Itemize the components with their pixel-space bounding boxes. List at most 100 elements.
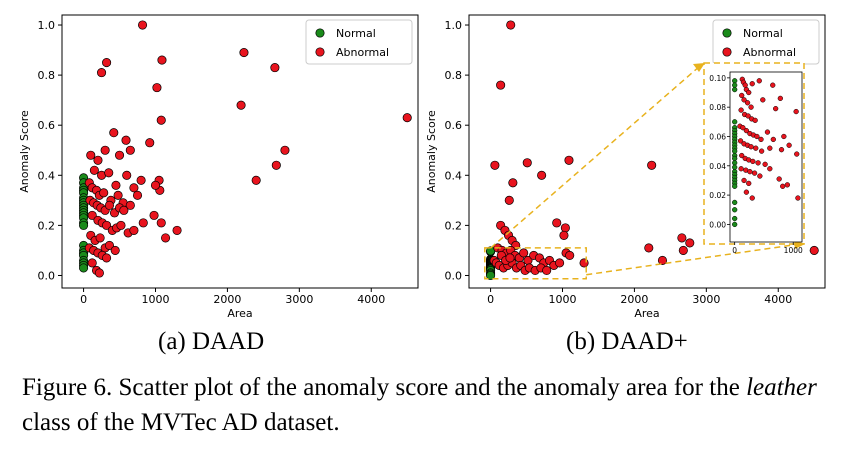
abnormal-point	[251, 175, 261, 185]
inset-normal-point	[732, 78, 738, 84]
abnormal-point	[537, 170, 547, 180]
legend-label: Abnormal	[743, 46, 796, 59]
abnormal-point	[239, 48, 249, 58]
inset-y-tick-label: 0.00	[709, 220, 726, 229]
inset-normal-point	[732, 119, 738, 125]
y-tick-label: 0.2	[38, 219, 56, 232]
x-tick-label: 0	[487, 293, 494, 306]
inset-abnormal-point	[764, 129, 771, 135]
abnormal-point	[138, 218, 148, 228]
abnormal-point	[150, 180, 161, 190]
abnormal-point	[496, 80, 506, 90]
abnormal-point	[555, 258, 565, 268]
abnormal-point	[508, 178, 518, 188]
inset-normal-point	[732, 148, 738, 154]
inset-abnormal-point	[744, 100, 751, 106]
legend-box	[305, 19, 413, 65]
plot-a: 0 1000 2000 3000 4000 0.0 0.2 0.4 0.6 0.8 1.0 Area A…	[18, 14, 419, 320]
x-tick-label: 1000	[548, 293, 576, 306]
abnormal-point	[110, 245, 120, 255]
abnormal-point	[104, 200, 115, 210]
inset-abnormal-point	[767, 166, 773, 172]
abnormal-point	[685, 238, 695, 248]
inset-abnormal-point	[739, 152, 745, 159]
abnormal-point	[552, 218, 562, 228]
abnormal-point	[644, 243, 654, 253]
y-tick-label: 0.8	[38, 69, 56, 82]
normal-point	[79, 263, 89, 273]
abnormal-point	[678, 245, 688, 255]
abnormal-point	[97, 68, 107, 78]
inset-abnormal-point	[756, 78, 762, 84]
abnormal-point	[564, 155, 574, 165]
inset-abnormal-point	[741, 177, 747, 184]
inset-abnormal-point	[767, 145, 773, 151]
inset-abnormal-point	[758, 148, 765, 154]
subcaption-a: (a) DAAD	[158, 328, 265, 355]
inset-abnormal-point	[773, 105, 779, 112]
inset-abnormal-point	[740, 125, 746, 131]
y-tick-label: 0.8	[445, 69, 463, 82]
abnormal-point	[565, 250, 575, 260]
abnormal-point	[145, 138, 155, 148]
abnormal-point	[129, 183, 139, 193]
legend-label: Abnormal	[336, 46, 389, 59]
figure-caption: Figure 6. Scatter plot of the anomaly sc…	[22, 370, 852, 440]
abnormal-point	[506, 20, 516, 30]
legend-label: Normal	[336, 27, 376, 40]
inset-normal-point	[732, 164, 738, 170]
y-tick-label: 0.6	[38, 119, 56, 132]
abnormal-point	[122, 170, 132, 180]
inset-abnormal-point	[752, 117, 758, 124]
abnormal-point	[87, 258, 97, 268]
inset-abnormal-point	[758, 136, 764, 143]
caption-emphasis: leather	[746, 374, 817, 401]
inset-abnormal-point	[776, 176, 782, 182]
inset-abnormal-point	[751, 170, 758, 176]
abnormal-point	[402, 113, 412, 123]
inset-abnormal-point	[754, 133, 760, 140]
x-tick-label: 2000	[213, 293, 241, 306]
abnormal-point	[114, 150, 125, 160]
abnormal-point	[125, 145, 135, 155]
legend-b: Normal Abnormal	[712, 19, 820, 65]
inset-abnormal-point	[748, 144, 754, 150]
abnormal-point	[136, 175, 146, 185]
abnormal-point	[271, 160, 281, 170]
inset-abnormal-point	[738, 166, 744, 172]
abnormal-point	[87, 210, 97, 220]
x-tick-label: 3000	[692, 293, 720, 306]
inset-abnormal-point	[795, 195, 801, 201]
y-tick-label: 0.2	[445, 219, 463, 232]
abnormal-point	[156, 115, 166, 125]
x-tick-label: 2000	[620, 293, 648, 306]
inset-abnormal-point	[760, 97, 766, 103]
inset-abnormal-point	[793, 108, 799, 115]
inset-normal-point	[732, 82, 738, 88]
inset-abnormal-point	[739, 92, 745, 99]
inset-abnormal-point	[778, 147, 785, 153]
abnormal-point	[149, 210, 159, 220]
inset-y-tick-label: 0.02	[709, 191, 726, 200]
normal-point	[79, 220, 89, 230]
y-tick-label: 1.0	[445, 19, 463, 32]
y-tick-label: 0.0	[445, 269, 463, 282]
y-tick-label: 0.0	[38, 269, 56, 282]
inset-normal-point	[732, 207, 738, 213]
x-tick-label: 4000	[764, 293, 792, 306]
inset-abnormal-point	[747, 169, 753, 175]
abnormal-point	[137, 20, 148, 30]
inset-abnormal-point	[770, 136, 776, 143]
normal-point	[486, 270, 496, 281]
x-axis-label: Area	[227, 307, 252, 320]
inset-y-tick-label: 0.10	[709, 74, 726, 83]
x-axis-label: Area	[634, 307, 659, 320]
abnormal-point	[505, 253, 515, 263]
abnormal-point	[559, 230, 569, 240]
abnormal-point	[111, 180, 121, 190]
x-tick-label: 1000	[141, 293, 169, 306]
abnormal-point	[280, 145, 290, 155]
legend-a: Normal Abnormal	[305, 19, 413, 65]
inset-abnormal-point	[746, 180, 752, 187]
zoom-region	[484, 247, 587, 280]
